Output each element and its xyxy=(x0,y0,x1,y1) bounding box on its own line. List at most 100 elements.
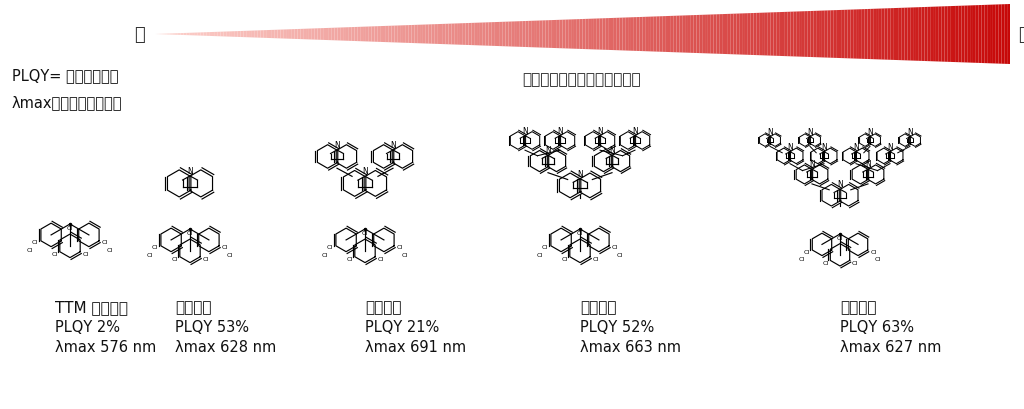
Polygon shape xyxy=(437,25,440,45)
Polygon shape xyxy=(679,16,682,53)
Polygon shape xyxy=(928,8,930,62)
Polygon shape xyxy=(360,28,364,42)
Text: Cl: Cl xyxy=(874,256,881,261)
Text: N: N xyxy=(821,142,826,151)
Polygon shape xyxy=(773,13,776,57)
Text: λmax 576 nm: λmax 576 nm xyxy=(55,339,157,354)
Text: Cl: Cl xyxy=(361,230,368,236)
Polygon shape xyxy=(981,6,984,64)
Polygon shape xyxy=(554,21,557,49)
Text: Cl: Cl xyxy=(51,252,57,257)
Polygon shape xyxy=(904,9,907,61)
Polygon shape xyxy=(198,33,201,36)
Polygon shape xyxy=(238,32,241,38)
Polygon shape xyxy=(517,22,520,48)
Polygon shape xyxy=(925,8,928,62)
Polygon shape xyxy=(933,8,936,62)
Text: λmax 691 nm: λmax 691 nm xyxy=(365,339,466,354)
Text: Cl: Cl xyxy=(870,249,877,254)
Text: Cl: Cl xyxy=(67,225,73,230)
Polygon shape xyxy=(397,26,400,43)
Polygon shape xyxy=(571,20,573,49)
Polygon shape xyxy=(311,29,314,40)
Polygon shape xyxy=(616,19,620,51)
Polygon shape xyxy=(888,9,890,61)
Text: N: N xyxy=(597,126,603,135)
Polygon shape xyxy=(449,25,452,45)
Polygon shape xyxy=(281,30,284,39)
Polygon shape xyxy=(922,8,925,62)
Polygon shape xyxy=(548,21,551,49)
Polygon shape xyxy=(848,11,850,59)
Polygon shape xyxy=(634,18,637,52)
Polygon shape xyxy=(714,15,717,54)
Text: Cl: Cl xyxy=(852,261,858,265)
Polygon shape xyxy=(457,24,460,45)
Polygon shape xyxy=(776,13,779,57)
Polygon shape xyxy=(631,18,634,52)
Text: PLQY= 発光量子収率: PLQY= 発光量子収率 xyxy=(12,68,119,83)
Polygon shape xyxy=(771,13,773,56)
Polygon shape xyxy=(343,28,346,42)
Text: 第４世代: 第４世代 xyxy=(840,299,877,314)
Polygon shape xyxy=(246,31,249,38)
Polygon shape xyxy=(445,25,449,45)
Polygon shape xyxy=(822,11,824,58)
Polygon shape xyxy=(274,31,278,39)
Polygon shape xyxy=(298,30,300,40)
Polygon shape xyxy=(965,7,968,63)
Polygon shape xyxy=(591,20,594,50)
Polygon shape xyxy=(215,33,218,37)
Text: λmax 628 nm: λmax 628 nm xyxy=(175,339,276,354)
Polygon shape xyxy=(423,25,426,45)
Polygon shape xyxy=(477,24,480,46)
Polygon shape xyxy=(511,22,514,47)
Polygon shape xyxy=(354,28,357,42)
Polygon shape xyxy=(206,33,209,37)
Polygon shape xyxy=(870,10,873,60)
Polygon shape xyxy=(332,29,335,41)
Polygon shape xyxy=(335,29,337,41)
Polygon shape xyxy=(751,14,754,56)
Polygon shape xyxy=(668,17,671,53)
Polygon shape xyxy=(375,27,377,43)
Polygon shape xyxy=(787,13,791,57)
Polygon shape xyxy=(314,29,317,40)
Polygon shape xyxy=(506,22,508,47)
Text: PLQY 21%: PLQY 21% xyxy=(365,319,439,334)
Text: N: N xyxy=(557,126,563,135)
Polygon shape xyxy=(531,22,535,48)
Polygon shape xyxy=(799,12,802,58)
Text: N: N xyxy=(522,126,528,135)
Polygon shape xyxy=(406,26,409,44)
Polygon shape xyxy=(640,18,642,52)
Polygon shape xyxy=(351,28,354,42)
Polygon shape xyxy=(819,11,822,58)
Polygon shape xyxy=(717,15,719,55)
Polygon shape xyxy=(295,30,298,40)
Text: λmax＝発光ピーク波長: λmax＝発光ピーク波長 xyxy=(12,95,123,110)
Polygon shape xyxy=(229,32,232,38)
Text: Cl: Cl xyxy=(172,257,178,262)
Polygon shape xyxy=(394,27,397,43)
Polygon shape xyxy=(722,15,725,55)
Text: N: N xyxy=(787,142,793,151)
Polygon shape xyxy=(455,25,457,45)
Polygon shape xyxy=(241,32,244,38)
Polygon shape xyxy=(466,24,469,46)
Polygon shape xyxy=(910,8,913,61)
Polygon shape xyxy=(976,6,979,64)
Polygon shape xyxy=(899,9,902,61)
Polygon shape xyxy=(620,18,623,51)
Text: Cl: Cl xyxy=(822,261,828,265)
Polygon shape xyxy=(284,30,286,40)
Polygon shape xyxy=(845,11,848,59)
Polygon shape xyxy=(266,31,269,39)
Text: Cl: Cl xyxy=(203,257,209,262)
Polygon shape xyxy=(979,6,981,64)
Text: Cl: Cl xyxy=(106,247,113,252)
Polygon shape xyxy=(666,17,668,53)
Polygon shape xyxy=(648,18,651,52)
Polygon shape xyxy=(452,25,455,45)
Polygon shape xyxy=(244,32,246,38)
